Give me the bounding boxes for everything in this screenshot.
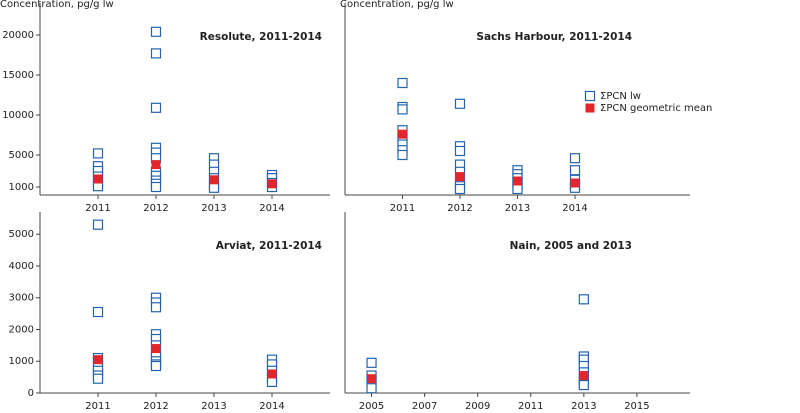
x-tick-label: 2013 [505,203,530,214]
x-tick-label: 2011 [390,203,415,214]
x-tick-label: 2014 [259,203,284,214]
sample-marker [397,77,408,89]
y-tick-label: 5000 [9,150,34,161]
legend-swatch [584,90,596,102]
sample-marker [92,219,104,230]
sample-marker [266,376,278,387]
mean-marker [398,129,407,139]
y-axis-label: Concentration, pg/g lw [0,0,114,10]
x-tick-label: 2014 [259,401,284,412]
x-tick-label: 2013 [571,401,596,412]
x-tick-label: 2013 [201,401,226,412]
sample-marker [208,182,220,193]
y-tick-label: 5000 [9,229,34,240]
sample-marker [454,98,466,109]
panel-title: Nain, 2005 and 2013 [510,240,632,252]
sample-marker [366,357,377,368]
legend-label: ΣPCN lw [600,91,641,102]
mean-marker [151,344,161,354]
x-tick-label: 2009 [465,401,490,412]
mean-marker [570,178,580,188]
mean-marker [209,175,219,185]
y-axis-label: Concentration, pg/g lw [340,0,454,10]
sample-marker [397,104,408,115]
y-tick-label: 4000 [9,261,34,272]
y-tick-label: 1000 [9,182,34,193]
mean-marker [93,355,103,365]
sample-marker [92,306,104,318]
x-tick-label: 2011 [518,401,543,412]
mean-marker [513,176,522,186]
mean-marker [367,374,377,384]
y-tick-label: 20000 [2,30,34,41]
sample-marker [397,149,408,161]
y-tick-label: 1000 [9,356,34,367]
sample-marker [569,165,581,176]
y-tick-label: 15000 [2,70,34,81]
y-tick-label: 0 [28,388,34,399]
sample-marker [150,360,162,372]
y-tick-label: 3000 [9,293,34,304]
panel-title: Sachs Harbour, 2011-2014 [476,31,632,43]
panel-title: Arviat, 2011-2014 [216,240,322,252]
x-tick-label: 2013 [201,203,226,214]
legend-swatch [585,103,595,113]
sample-marker [92,373,104,384]
sample-marker [150,102,162,113]
x-tick-label: 2012 [143,401,168,412]
x-tick-label: 2005 [359,401,384,412]
mean-marker [151,160,161,170]
sample-marker [150,48,162,59]
sample-marker [454,145,466,157]
sample-marker [578,294,589,305]
sample-marker [92,148,104,159]
sample-marker [150,181,162,193]
sample-marker [569,153,581,164]
sample-marker [366,383,377,394]
x-tick-label: 2014 [562,203,587,214]
mean-marker [267,369,277,379]
mean-marker [455,172,465,182]
panel-title: Resolute, 2011-2014 [200,31,322,43]
sample-marker [150,26,162,37]
x-tick-label: 2012 [447,203,472,214]
mean-marker [579,371,589,381]
y-tick-label: 2000 [9,324,34,335]
x-tick-label: 2007 [412,401,437,412]
sample-marker [454,183,466,195]
sample-marker [578,379,589,391]
x-tick-label: 2011 [85,401,110,412]
x-tick-label: 2012 [143,203,168,214]
sample-marker [150,302,162,313]
x-tick-label: 2015 [624,401,649,412]
y-tick-label: 10000 [2,110,34,121]
mean-marker [93,174,103,184]
x-tick-label: 2011 [85,203,110,214]
sample-marker [512,183,523,195]
legend-label: ΣPCN geometric mean [600,103,712,114]
mean-marker [267,179,277,189]
